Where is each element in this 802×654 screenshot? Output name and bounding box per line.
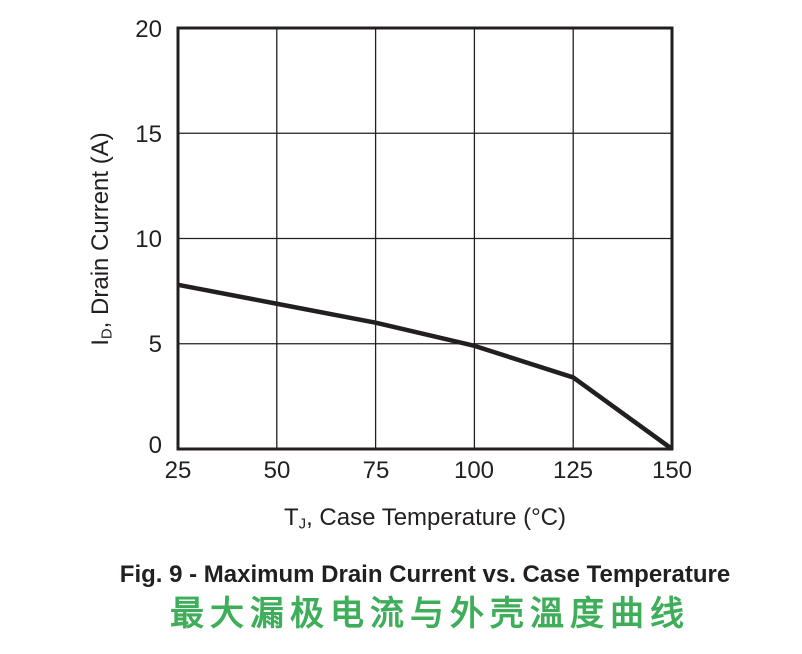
y-tick-label-5: 5 xyxy=(148,331,162,358)
y-axis-symbol-subscript: D xyxy=(99,328,116,340)
y-axis-symbol: I xyxy=(87,339,114,346)
figure-caption-chinese: 最大漏极电流与外壳溫度曲线 xyxy=(170,595,690,633)
plot-border xyxy=(176,26,674,451)
x-axis-symbol-subscript: J xyxy=(298,516,307,533)
x-tick-label-150: 150 xyxy=(651,457,693,484)
y-axis-title-text: , Drain Current (A) xyxy=(87,132,114,329)
gridlines xyxy=(178,28,672,449)
x-tick-label-25: 25 xyxy=(164,457,192,484)
x-axis-symbol: T xyxy=(283,504,299,531)
figure-caption: Fig. 9 - Maximum Drain Current vs. Case … xyxy=(119,561,731,588)
x-tick-label-75: 75 xyxy=(362,457,390,484)
x-tick-label-125: 125 xyxy=(552,457,594,484)
y-tick-label-10: 10 xyxy=(135,226,162,253)
x-tick-label-50: 50 xyxy=(263,457,291,484)
x-tick-label-100: 100 xyxy=(453,457,495,484)
y-tick-label-0: 0 xyxy=(148,432,162,459)
y-tick-label-20: 20 xyxy=(135,16,162,43)
max-drain-current-curve xyxy=(177,282,674,451)
x-axis-title-text: , Case Temperature (°C) xyxy=(306,504,567,531)
x-axis-title: TJ, Case Temperature (°C) xyxy=(178,503,672,533)
y-axis-title: ID, Drain Current (A) xyxy=(86,79,116,399)
y-tick-label-15: 15 xyxy=(135,121,162,148)
